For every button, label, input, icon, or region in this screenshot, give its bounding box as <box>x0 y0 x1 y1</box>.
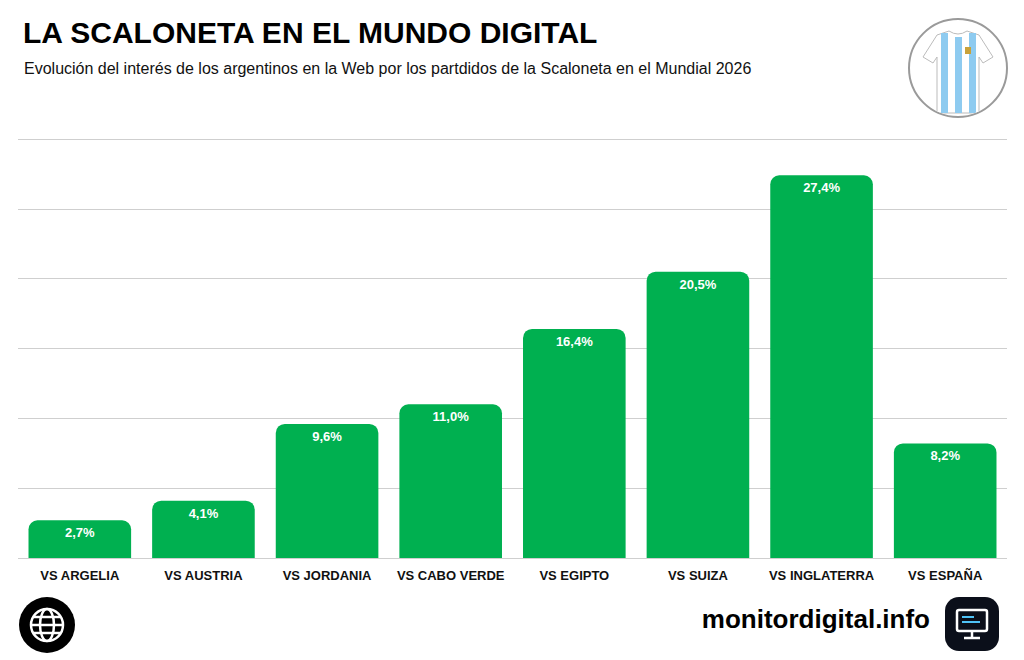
svg-text:Evolución del interés de los a: Evolución del interés de los argentinos … <box>24 60 751 77</box>
svg-text:VS SUIZA: VS SUIZA <box>668 568 729 583</box>
svg-text:VS ESPAÑA: VS ESPAÑA <box>908 568 983 583</box>
svg-text:monitordigital.info: monitordigital.info <box>702 604 930 634</box>
svg-text:11,0%: 11,0% <box>433 409 470 424</box>
svg-text:VS AUSTRIA: VS AUSTRIA <box>164 568 243 583</box>
svg-text:4,1%: 4,1% <box>189 506 219 521</box>
svg-text:VS INGLATERRA: VS INGLATERRA <box>769 568 875 583</box>
svg-text:VS JORDANIA: VS JORDANIA <box>283 568 372 583</box>
svg-text:27,4%: 27,4% <box>803 180 840 195</box>
svg-text:9,6%: 9,6% <box>312 429 342 444</box>
svg-text:16,4%: 16,4% <box>556 334 593 349</box>
svg-text:VS CABO VERDE: VS CABO VERDE <box>397 568 505 583</box>
svg-text:20,5%: 20,5% <box>680 277 717 292</box>
svg-text:LA SCALONETA EN EL MUNDO DIGIT: LA SCALONETA EN EL MUNDO DIGITAL <box>23 16 597 49</box>
svg-text:2,7%: 2,7% <box>65 525 95 540</box>
svg-text:VS EGIPTO: VS EGIPTO <box>539 568 609 583</box>
svg-text:VS ARGELIA: VS ARGELIA <box>40 568 120 583</box>
svg-text:8,2%: 8,2% <box>930 448 960 463</box>
